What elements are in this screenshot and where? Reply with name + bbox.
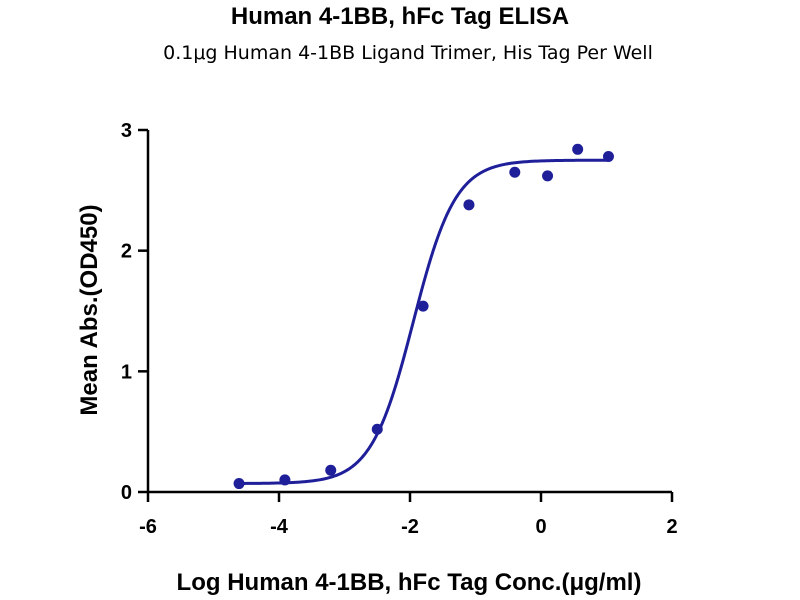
y-tick-label: 0 — [121, 482, 132, 504]
data-point — [325, 464, 337, 476]
y-tick-label: 3 — [121, 120, 132, 142]
plot-area — [233, 143, 614, 490]
x-axis-title: Log Human 4-1BB, hFc Tag Conc.(μg/ml) — [177, 569, 642, 596]
chart-title: Human 4-1BB, hFc Tag ELISA — [231, 3, 569, 30]
data-point — [233, 478, 245, 490]
data-point — [542, 170, 554, 182]
x-tick-label: -2 — [401, 516, 419, 538]
y-tick-label: 2 — [121, 241, 132, 263]
chart-subtitle: 0.1μg Human 4-1BB Ligand Trimer, His Tag… — [163, 42, 653, 64]
data-point — [602, 151, 614, 163]
y-tick-label: 1 — [121, 361, 132, 383]
data-point — [463, 199, 475, 211]
axes — [146, 130, 672, 494]
data-point — [509, 166, 521, 178]
y-axis-title: Mean Abs.(OD450) — [76, 204, 103, 415]
x-tick-label: 0 — [535, 516, 546, 538]
y-ticks: 0 1 2 3 — [121, 120, 148, 504]
data-point — [371, 423, 383, 435]
data-point — [279, 474, 291, 486]
data-point — [572, 143, 584, 155]
data-point — [417, 300, 429, 312]
x-tick-label: -6 — [139, 516, 157, 538]
x-tick-label: 2 — [666, 516, 677, 538]
fit-curve — [239, 158, 609, 485]
x-tick-label: -4 — [270, 516, 289, 538]
x-ticks: -6 -4 -2 0 2 — [139, 492, 678, 538]
